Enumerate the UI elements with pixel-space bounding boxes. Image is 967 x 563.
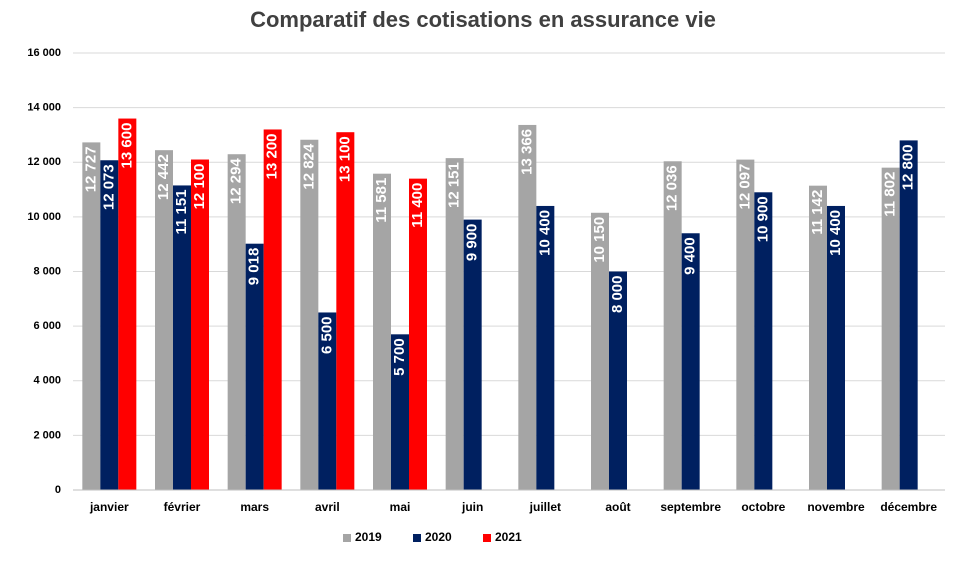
value-label: 9 400 [682, 237, 699, 275]
y-tick-label: 10 000 [27, 211, 61, 223]
value-label: 12 727 [82, 146, 99, 192]
chart-title: Comparatif des cotisations en assurance … [250, 7, 716, 32]
bar [373, 173, 391, 490]
value-label: 10 150 [591, 217, 608, 263]
y-tick-label: 16 000 [27, 47, 61, 59]
value-label: 10 400 [536, 210, 553, 256]
bar [336, 132, 355, 491]
bar [245, 243, 264, 490]
y-tick-label: 12 000 [27, 156, 61, 168]
x-tick-label: juin [461, 500, 483, 514]
bar [391, 334, 409, 490]
bar [518, 124, 537, 490]
value-label: 10 900 [754, 196, 771, 242]
value-label: 11 581 [373, 178, 390, 223]
legend-label: 2020 [425, 530, 452, 544]
legend-label: 2021 [495, 530, 522, 544]
y-tick-label: 2 000 [33, 429, 61, 441]
value-label: 12 800 [900, 144, 917, 190]
x-tick-label: novembre [807, 500, 865, 514]
value-label: 8 000 [609, 276, 626, 314]
bar [318, 312, 337, 490]
y-tick-label: 6 000 [33, 320, 61, 332]
y-tick-label: 14 000 [27, 102, 61, 114]
bar [227, 154, 246, 490]
value-label: 12 036 [664, 165, 681, 211]
value-label: 9 018 [246, 248, 263, 286]
value-label: 12 100 [191, 164, 208, 210]
x-tick-label: avril [315, 500, 340, 514]
bar [300, 139, 319, 490]
x-tick-label: décembre [880, 500, 937, 514]
bar [681, 233, 700, 490]
bar [827, 205, 845, 490]
bar [754, 192, 773, 490]
value-label: 12 073 [100, 164, 117, 210]
x-tick-label: janvier [89, 500, 129, 514]
bar [173, 185, 191, 491]
value-label: 13 200 [264, 133, 281, 179]
bar [155, 150, 173, 491]
value-label: 12 442 [155, 154, 172, 200]
value-label: 6 500 [318, 316, 335, 354]
y-tick-label: 4 000 [33, 375, 61, 387]
bar [881, 167, 900, 490]
value-label: 13 600 [118, 123, 135, 169]
bar [409, 178, 427, 490]
x-tick-label: février [164, 500, 201, 514]
x-tick-label: mars [240, 500, 269, 514]
x-tick-label: août [605, 500, 630, 514]
bar [191, 159, 209, 491]
value-label: 12 097 [736, 164, 753, 210]
value-label: 5 700 [391, 338, 408, 376]
value-label: 13 100 [336, 136, 353, 182]
value-label: 11 400 [409, 183, 426, 228]
bar [463, 219, 482, 490]
bar [663, 161, 682, 490]
bar [100, 160, 119, 490]
value-label: 12 824 [300, 143, 317, 190]
y-tick-label: 8 000 [33, 265, 61, 277]
bar [536, 205, 555, 490]
legend-swatch [343, 534, 351, 542]
legend-swatch [413, 534, 421, 542]
bar [609, 271, 627, 490]
bar [263, 129, 282, 490]
value-label: 9 900 [464, 224, 481, 262]
bar [118, 118, 137, 491]
value-label: 11 142 [809, 190, 826, 235]
value-label: 11 151 [173, 189, 190, 234]
value-label: 12 151 [446, 162, 463, 208]
bar [809, 185, 827, 490]
x-tick-label: octobre [741, 500, 785, 514]
bar [736, 159, 755, 490]
legend-swatch [483, 534, 491, 542]
x-tick-label: juillet [529, 500, 561, 514]
bar [899, 140, 918, 490]
value-label: 10 400 [827, 210, 844, 256]
x-tick-label: septembre [660, 500, 721, 514]
legend-label: 2019 [355, 530, 382, 544]
bar [82, 142, 101, 491]
x-tick-label: mai [390, 500, 411, 514]
bar [591, 212, 609, 490]
value-label: 12 294 [228, 158, 245, 205]
y-tick-label: 0 [55, 484, 61, 496]
value-label: 13 366 [518, 129, 535, 175]
value-label: 11 802 [882, 172, 899, 217]
bar [445, 158, 464, 491]
